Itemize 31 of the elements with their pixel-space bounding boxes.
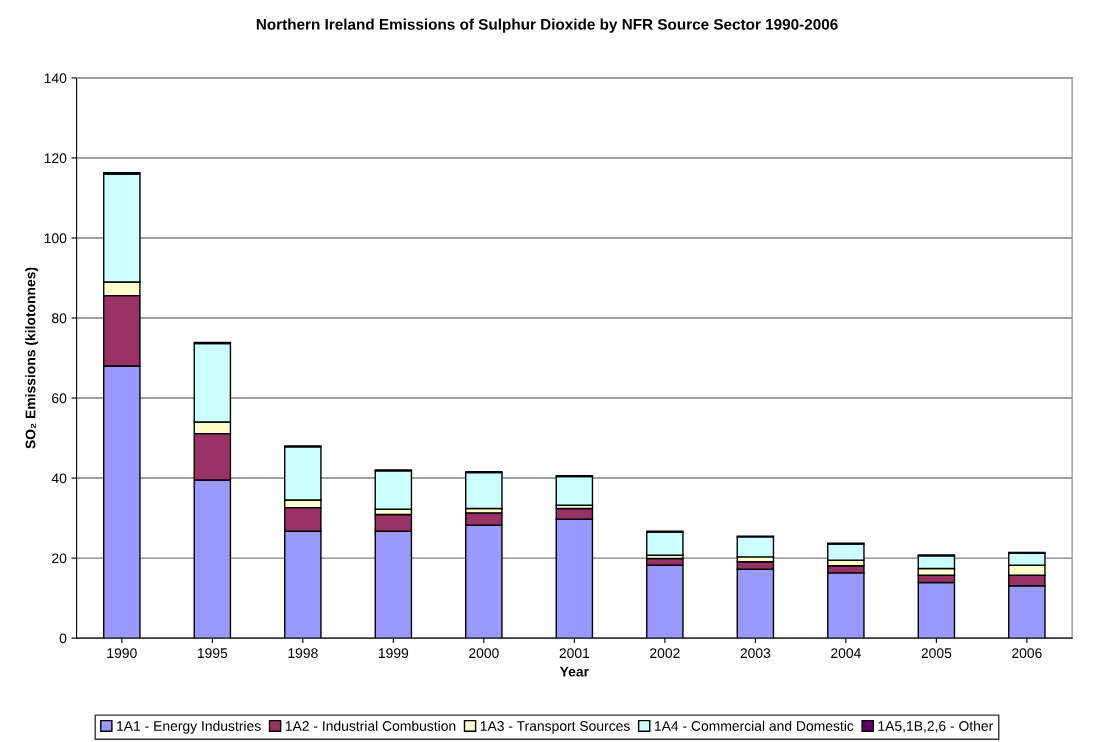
bar	[646, 531, 684, 556]
x-tick-label: 1998	[288, 648, 318, 659]
y-tick-label: 120	[44, 153, 67, 164]
legend-label: 1A1 - Energy Industries	[117, 720, 261, 734]
legend-label: 1A3 - Transport Sources	[480, 721, 630, 734]
y-tick-label: 20	[52, 553, 67, 564]
x-tick-label: 2000	[469, 648, 499, 659]
legend-label: 1A4 - Commercial and Domestic	[654, 720, 854, 731]
y-tick-label: 100	[44, 233, 67, 244]
bar	[465, 471, 503, 510]
x-tick-label: 2006	[1012, 648, 1042, 659]
y-tick-label: 60	[52, 393, 67, 404]
x-tick-label: 1999	[378, 648, 409, 659]
x-tick-label: 2002	[650, 648, 680, 659]
x-tick-label: 1990	[107, 648, 137, 659]
y-tick-label: 40	[51, 473, 67, 484]
y-axis-title: SO₂ Emissions (kilotonnes)	[25, 267, 39, 449]
chart-title: Northern Ireland Emissions of Sulphur Dioxide by NFR Source Sector 1990-2006	[256, 18, 838, 33]
bar	[736, 536, 775, 558]
x-tick-label: 1995	[197, 648, 228, 659]
x-tick-label: 2004	[831, 648, 861, 659]
bar	[555, 475, 594, 506]
x-tick-label: 2001	[559, 648, 590, 659]
legend-label: 1A5,1B,2,6 - Other	[878, 720, 993, 733]
y-tick-label: 0	[59, 633, 67, 644]
y-tick-label: 140	[44, 73, 67, 84]
x-tick-label: 2005	[921, 648, 952, 659]
x-tick-label: 2003	[740, 648, 771, 659]
x-axis-title: Year	[559, 666, 589, 677]
y-tick-label: 80	[52, 313, 67, 324]
legend-label: 1A2 - Industrial Combustion	[285, 720, 456, 731]
